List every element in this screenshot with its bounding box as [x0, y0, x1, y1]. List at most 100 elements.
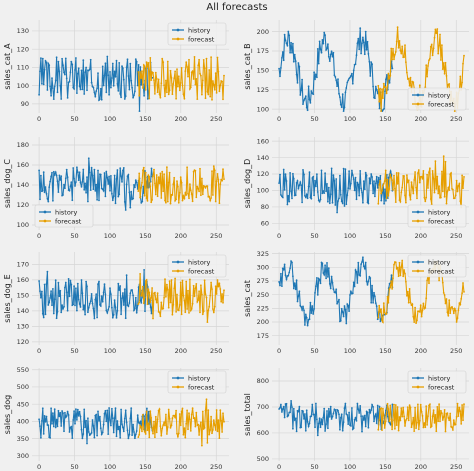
series-point-history — [86, 176, 88, 179]
series-point-forecast — [416, 197, 418, 200]
series-point-history — [126, 58, 129, 61]
series-point-history — [124, 209, 127, 211]
series-point-forecast — [182, 93, 185, 96]
series-point-forecast — [387, 72, 390, 75]
series-point-history — [143, 94, 146, 97]
series-point-history — [298, 65, 301, 68]
series-point-forecast — [195, 78, 198, 80]
series-point-history — [53, 85, 56, 88]
series-point-history — [334, 204, 337, 206]
series-point-forecast — [389, 173, 392, 176]
series-point-history — [287, 414, 290, 417]
y-tick-label: 700 — [257, 403, 269, 411]
y-axis-label: sales_cat_A — [3, 43, 12, 90]
series-point-history — [83, 188, 86, 191]
series-point-forecast — [420, 175, 423, 178]
series-point-forecast — [138, 172, 141, 175]
series-point-history — [348, 411, 350, 414]
series-point-history — [297, 187, 300, 190]
series-point-forecast — [424, 307, 427, 309]
series-point-history — [122, 292, 124, 294]
series-point-forecast — [167, 181, 170, 184]
series-point-history — [101, 431, 104, 434]
series-point-history — [111, 199, 114, 202]
series-point-forecast — [209, 429, 212, 431]
series-point-forecast — [410, 181, 413, 184]
series-point-history — [64, 411, 66, 414]
x-tick-label: 150 — [139, 463, 151, 471]
series-point-forecast — [153, 168, 155, 171]
series-point-history — [369, 182, 372, 185]
series-point-history — [137, 286, 140, 289]
series-point-history — [52, 288, 54, 290]
series-point-history — [77, 179, 80, 182]
series-point-history — [292, 172, 294, 175]
series-point-history — [284, 274, 287, 277]
series-point-forecast — [185, 194, 188, 196]
series-point-forecast — [190, 193, 193, 196]
series-point-forecast — [202, 310, 205, 313]
series-point-forecast — [201, 177, 203, 180]
series-point-history — [105, 170, 108, 173]
legend-label: history — [55, 208, 78, 216]
series-point-forecast — [203, 427, 206, 429]
series-point-history — [67, 278, 70, 280]
series-point-history — [72, 167, 75, 169]
series-point-forecast — [425, 64, 428, 67]
legend-label: history — [188, 26, 211, 34]
x-tick-label: 50 — [310, 463, 318, 471]
series-line-history — [38, 56, 153, 112]
legend-label: history — [188, 258, 211, 266]
series-point-history — [147, 410, 150, 413]
series-point-forecast — [399, 49, 402, 52]
series-point-history — [314, 78, 316, 81]
series-point-history — [122, 304, 125, 306]
series-point-forecast — [384, 86, 387, 89]
series-point-history — [288, 271, 291, 274]
series-point-history — [327, 55, 330, 58]
series-point-history — [91, 174, 94, 177]
series-point-history — [366, 40, 369, 43]
series-point-history — [327, 427, 329, 430]
series-point-forecast — [393, 174, 395, 177]
series-point-history — [374, 415, 376, 417]
series-point-history — [123, 417, 126, 420]
series-point-history — [96, 316, 98, 319]
series-point-forecast — [397, 172, 400, 174]
series-point-history — [356, 282, 359, 284]
series-point-history — [335, 417, 338, 419]
x-tick-label: 0 — [277, 347, 281, 355]
series-point-history — [128, 302, 131, 304]
series-point-history — [361, 42, 363, 45]
series-point-forecast — [155, 174, 158, 176]
series-point-history — [316, 434, 319, 437]
series-point-history — [134, 307, 136, 310]
series-point-forecast — [400, 407, 403, 410]
series-point-history — [85, 419, 87, 422]
series-point-forecast — [142, 285, 144, 288]
series-point-history — [75, 57, 77, 59]
series-point-history — [292, 177, 295, 180]
series-point-forecast — [455, 416, 458, 418]
series-point-history — [293, 53, 296, 56]
series-point-history — [55, 56, 58, 59]
series-point-history — [115, 59, 118, 62]
y-tick-label: 500 — [17, 383, 29, 391]
series-point-history — [326, 410, 328, 412]
series-point-forecast — [198, 190, 201, 193]
series-point-forecast — [189, 430, 192, 432]
series-point-forecast — [441, 44, 443, 47]
series-point-forecast — [398, 199, 401, 202]
series-point-forecast — [151, 426, 154, 429]
series-point-history — [90, 166, 93, 169]
series-point-history — [122, 78, 125, 81]
series-point-forecast — [149, 410, 152, 413]
y-tick-label: 160 — [17, 161, 29, 169]
series-point-history — [320, 169, 323, 172]
series-point-forecast — [395, 172, 398, 174]
series-point-history — [143, 269, 146, 271]
series-point-forecast — [417, 428, 420, 431]
series-point-history — [84, 182, 86, 185]
series-point-history — [149, 306, 152, 308]
series-point-forecast — [462, 282, 464, 284]
